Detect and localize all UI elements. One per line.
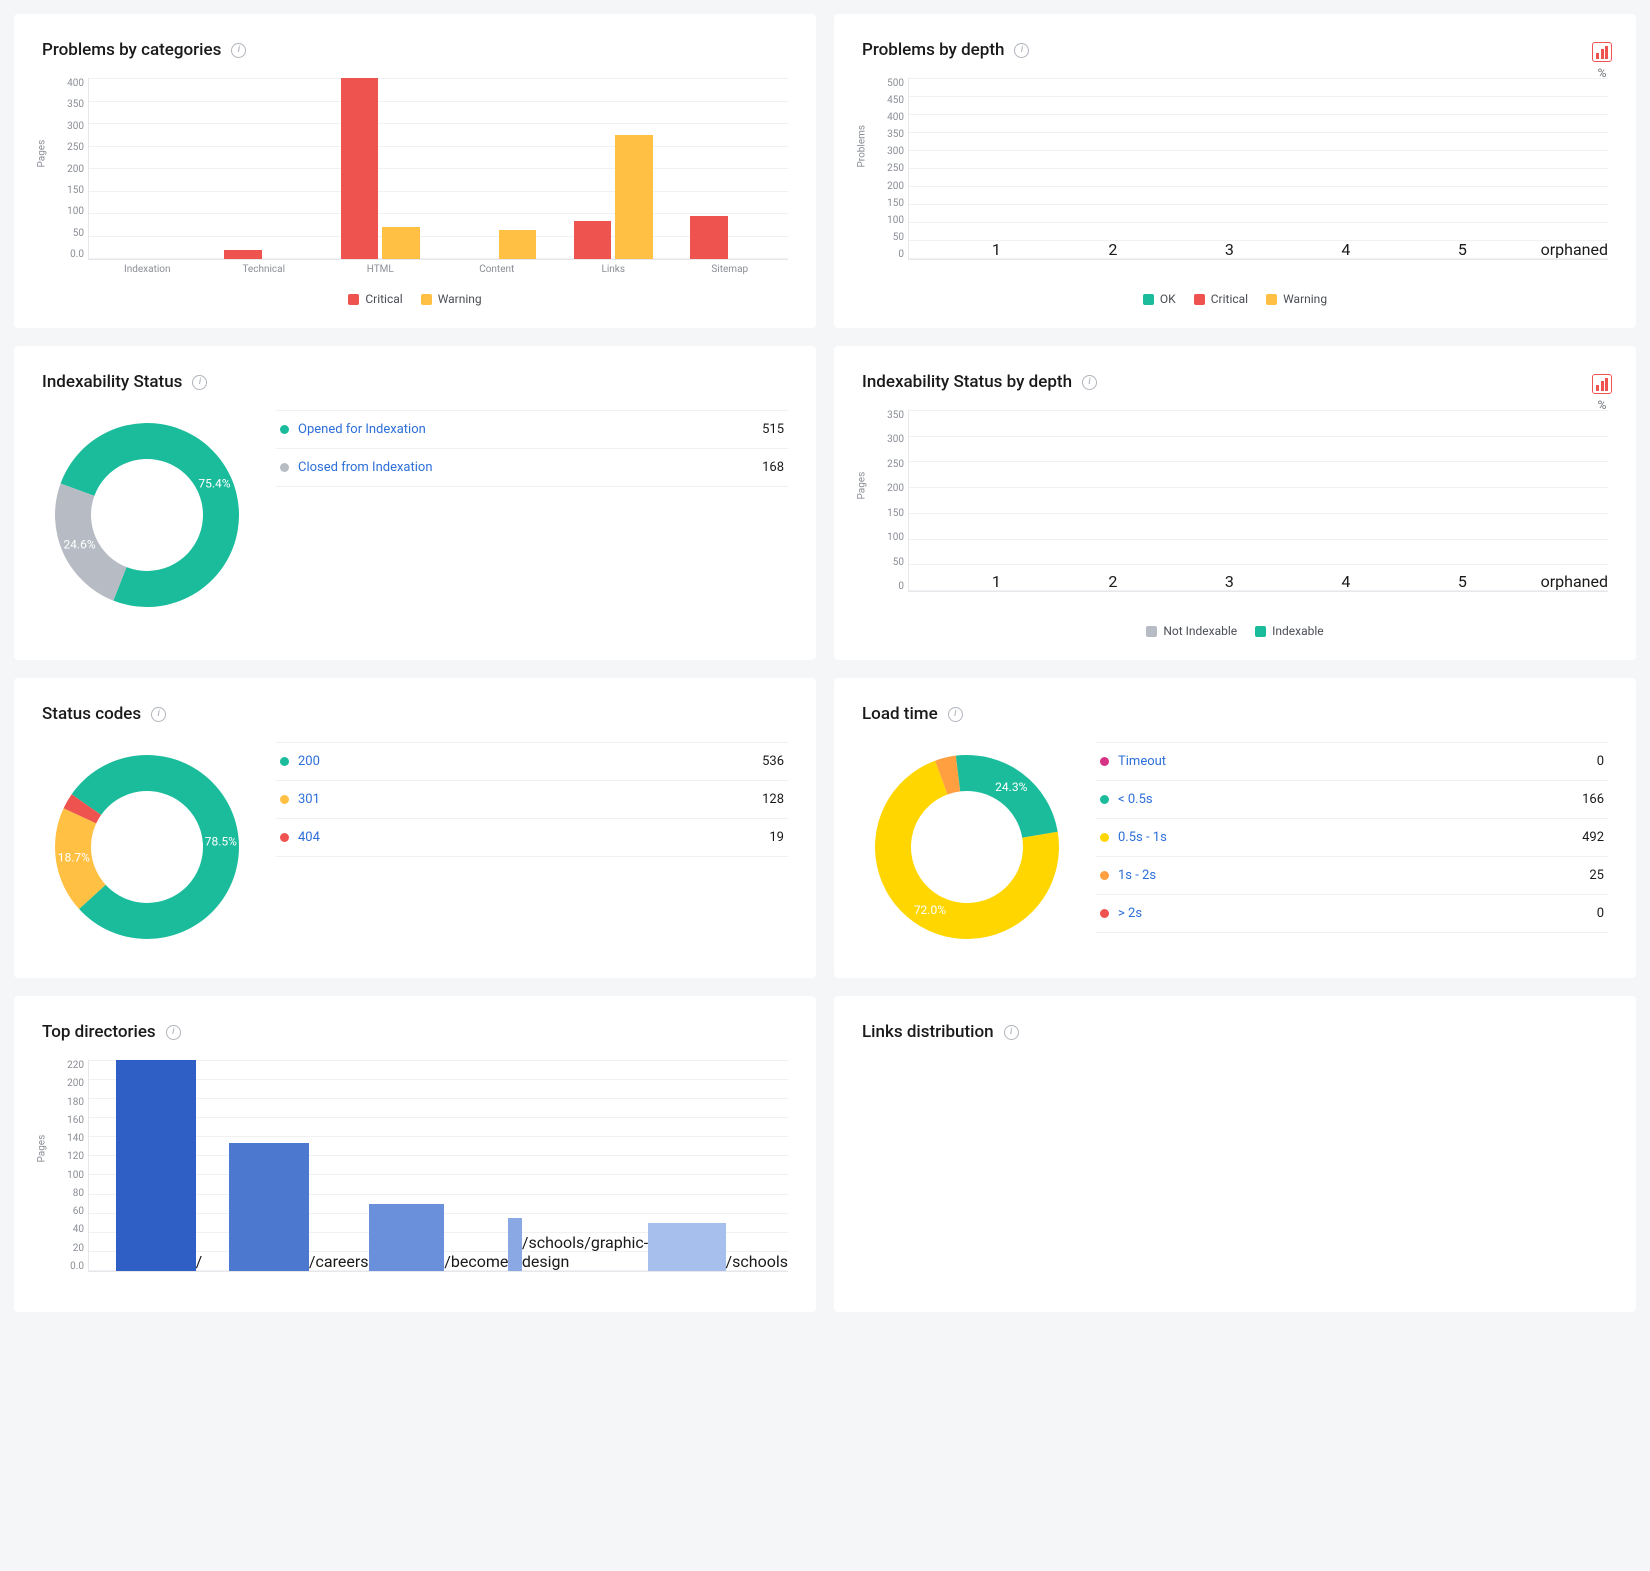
svg-text:72.0%: 72.0% (914, 903, 946, 917)
info-icon[interactable] (231, 43, 246, 58)
table-row[interactable]: 40419 (276, 819, 788, 857)
svg-text:24.6%: 24.6% (63, 538, 95, 552)
svg-text:78.5%: 78.5% (205, 834, 237, 848)
donut-status-codes: 78.5% 18.7% (42, 742, 252, 956)
chart-problems-by-depth: Problems50045040035030025020015010050012… (862, 78, 1608, 278)
legend-table: Timeout0< 0.5s1660.5s - 1s4921s - 2s25> … (1096, 742, 1608, 933)
info-icon[interactable] (1014, 43, 1029, 58)
chart-mode-toggle[interactable]: % (1592, 42, 1612, 80)
bar-chart-icon (1592, 42, 1612, 62)
table-row[interactable]: Timeout0 (1096, 742, 1608, 781)
card-problems-by-depth: Problems by depth % Problems500450400350… (834, 14, 1636, 328)
legend: Not IndexableIndexable (862, 624, 1608, 638)
card-status-codes: Status codes 78.5% 18.7% 2005363011284041… (14, 678, 816, 978)
info-icon[interactable] (948, 707, 963, 722)
donut-indexability: 75.4% 24.6% (42, 410, 252, 624)
table-row[interactable]: 200536 (276, 742, 788, 781)
legend-table: 20053630112840419 (276, 742, 788, 857)
svg-text:24.3%: 24.3% (995, 780, 1027, 794)
bar-chart-icon (1592, 374, 1612, 394)
title-text: Links distribution (862, 1022, 994, 1042)
card-links-distribution: Links distribution (834, 996, 1636, 1312)
legend: OKCriticalWarning (862, 292, 1608, 306)
card-top-directories: Top directories Pages2202001801601401201… (14, 996, 816, 1312)
info-icon[interactable] (151, 707, 166, 722)
info-icon[interactable] (1004, 1025, 1019, 1040)
card-load-time: Load time 24.3% 72.0% Timeout0< 0.5s1660.… (834, 678, 1636, 978)
table-row[interactable]: 1s - 2s25 (1096, 857, 1608, 895)
svg-text:75.4%: 75.4% (198, 477, 230, 491)
chart-top-directories: Pages220200180160140120100806040200.0//c… (42, 1060, 788, 1290)
table-row[interactable]: Closed from Indexation168 (276, 449, 788, 487)
card-indexability-by-depth: Indexability Status by depth % Pages3503… (834, 346, 1636, 660)
chart-indexability-by-depth: Pages35030025020015010050012345orphaned (862, 410, 1608, 610)
title-text: Indexability Status (42, 372, 182, 392)
title-text: Load time (862, 704, 938, 724)
info-icon[interactable] (166, 1025, 181, 1040)
info-icon[interactable] (192, 375, 207, 390)
table-row[interactable]: < 0.5s166 (1096, 781, 1608, 819)
title-text: Problems by categories (42, 40, 221, 60)
card-title: Problems by categories (42, 40, 788, 60)
card-title: Indexability Status by depth (862, 372, 1608, 392)
title-text: Top directories (42, 1022, 156, 1042)
card-title: Problems by depth (862, 40, 1608, 60)
info-icon[interactable] (1082, 375, 1097, 390)
card-title: Load time (862, 704, 1608, 724)
title-text: Problems by depth (862, 40, 1004, 60)
legend: CriticalWarning (42, 292, 788, 306)
chart-mode-toggle[interactable]: % (1592, 374, 1612, 412)
donut-load-time: 24.3% 72.0% (862, 742, 1072, 956)
card-title: Indexability Status (42, 372, 788, 392)
card-indexability-status: Indexability Status 75.4% 24.6% Opened fo… (14, 346, 816, 660)
chart-problems-by-categories: Pages400350300250200150100500.0Indexatio… (42, 78, 788, 278)
card-title: Links distribution (862, 1022, 1608, 1042)
table-row[interactable]: Opened for Indexation515 (276, 410, 788, 449)
table-row[interactable]: 301128 (276, 781, 788, 819)
title-text: Indexability Status by depth (862, 372, 1072, 392)
table-row[interactable]: > 2s0 (1096, 895, 1608, 933)
legend-table: Opened for Indexation515Closed from Inde… (276, 410, 788, 487)
card-title: Top directories (42, 1022, 788, 1042)
card-problems-by-categories: Problems by categories Pages400350300250… (14, 14, 816, 328)
title-text: Status codes (42, 704, 141, 724)
card-title: Status codes (42, 704, 788, 724)
table-row[interactable]: 0.5s - 1s492 (1096, 819, 1608, 857)
svg-text:18.7%: 18.7% (58, 850, 90, 864)
